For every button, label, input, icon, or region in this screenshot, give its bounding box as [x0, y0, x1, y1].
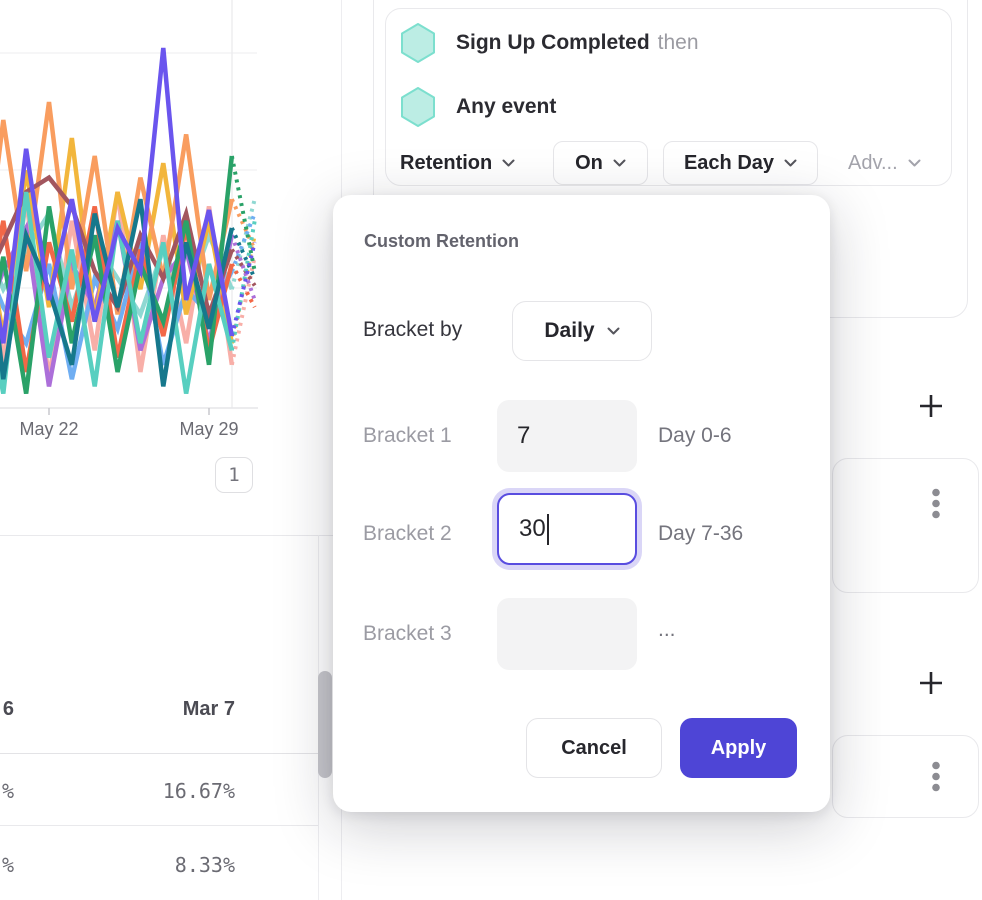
- section-card: [832, 458, 979, 593]
- event-name[interactable]: Sign Up Completed: [456, 31, 650, 54]
- chevron-down-icon: [502, 159, 515, 167]
- custom-retention-modal: Custom Retention Bracket by Daily Bracke…: [333, 195, 830, 812]
- chart-series-lines: [0, 47, 257, 395]
- apply-button[interactable]: Apply: [680, 718, 797, 778]
- event-suffix: then: [657, 31, 699, 54]
- table-header-underline: [0, 753, 318, 754]
- retention-line-chart: [0, 0, 258, 415]
- event-step-2[interactable]: Any event: [399, 86, 556, 128]
- bracket-1-label: Bracket 1: [363, 424, 452, 447]
- table-header-cell: 6: [2, 698, 14, 720]
- measurement-dropdown[interactable]: Retention: [400, 141, 515, 185]
- cancel-button[interactable]: Cancel: [526, 718, 662, 778]
- x-tick-label: May 22: [19, 419, 79, 439]
- on-label: On: [575, 151, 603, 174]
- add-section-button[interactable]: [918, 393, 944, 419]
- bracket-1-range: Day 0-6: [658, 424, 732, 447]
- table-cell: 8.33%: [174, 853, 235, 877]
- hexagon-icon: [401, 87, 435, 127]
- interval-dropdown[interactable]: Each Day: [663, 141, 818, 185]
- event-name[interactable]: Any event: [456, 95, 557, 118]
- bracket-2-range: Day 7-36: [658, 522, 744, 545]
- add-section-button[interactable]: [918, 670, 944, 696]
- table-row-divider: [0, 825, 318, 826]
- table-cell: 16.67%: [162, 779, 235, 803]
- on-dropdown[interactable]: On: [553, 141, 648, 185]
- bracket-3-label: Bracket 3: [363, 622, 452, 645]
- event-step-1[interactable]: Sign Up Completed then: [399, 22, 699, 64]
- chevron-down-icon: [908, 159, 921, 167]
- x-tick-label: May 29: [179, 419, 239, 439]
- hexagon-icon: [401, 23, 435, 63]
- kebab-menu-icon[interactable]: [931, 761, 941, 793]
- text-cursor: [547, 514, 549, 545]
- advanced-dropdown[interactable]: Adv...: [848, 141, 921, 185]
- bracket-by-value: Daily: [544, 319, 595, 342]
- table-scrollbar-thumb[interactable]: [318, 671, 332, 778]
- table-top-border: [0, 535, 341, 536]
- pagination-button[interactable]: 1: [215, 457, 253, 493]
- bracket-3-input[interactable]: [497, 598, 637, 670]
- bracket-1-input[interactable]: [497, 400, 637, 472]
- bracket-by-label: Bracket by: [363, 318, 463, 341]
- kebab-menu-icon[interactable]: [931, 488, 941, 520]
- interval-label: Each Day: [683, 151, 775, 174]
- bracket-by-dropdown[interactable]: Daily: [512, 301, 652, 361]
- table-header-cell: Mar 7: [182, 698, 235, 720]
- chevron-down-icon: [613, 159, 626, 167]
- table-cell: %: [1, 853, 14, 877]
- modal-title: Custom Retention: [364, 231, 519, 251]
- bracket-2-input[interactable]: [497, 493, 637, 565]
- measurement-label: Retention: [400, 151, 493, 174]
- bracket-3-range: ...: [658, 618, 676, 641]
- advanced-label: Adv...: [848, 151, 898, 174]
- bracket-2-label: Bracket 2: [363, 522, 452, 545]
- chevron-down-icon: [784, 159, 797, 167]
- section-card: [832, 735, 979, 818]
- chevron-down-icon: [607, 327, 620, 335]
- table-cell: %: [1, 779, 14, 803]
